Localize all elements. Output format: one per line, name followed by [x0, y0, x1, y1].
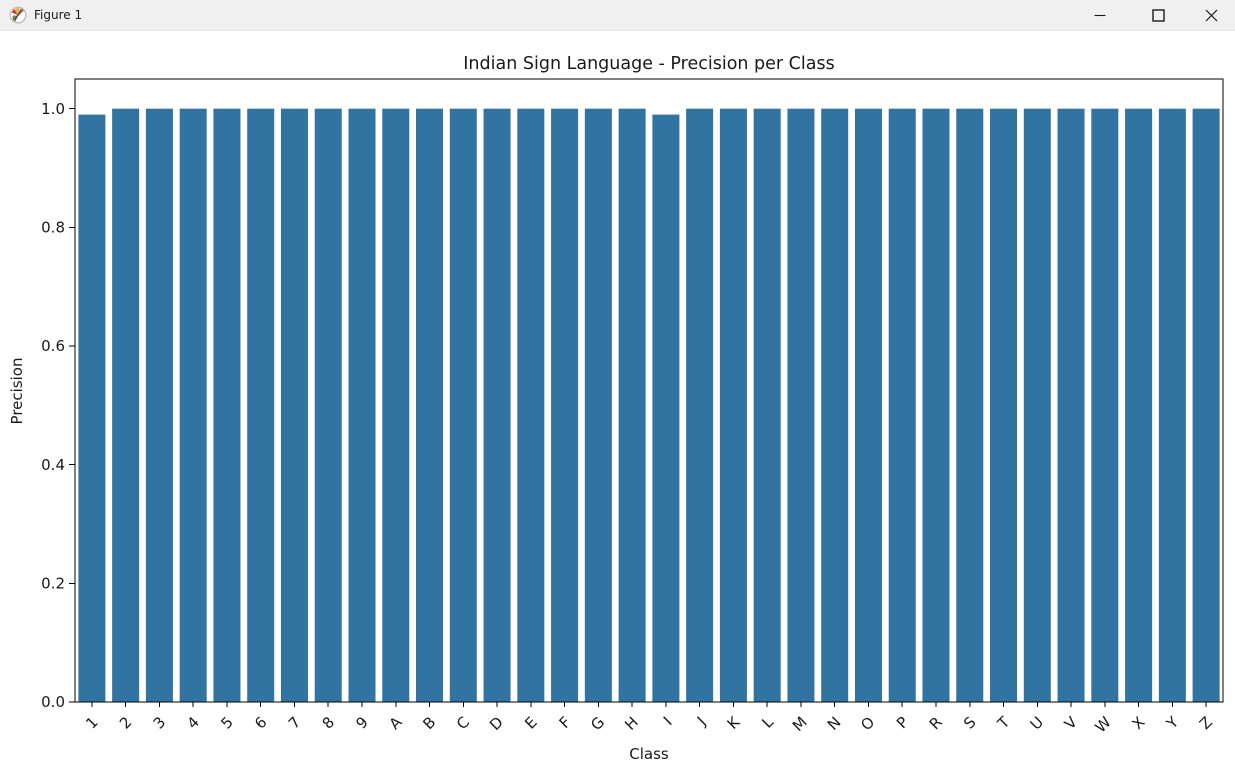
close-button[interactable] — [1187, 0, 1235, 30]
bar-F — [551, 108, 579, 703]
bar-6 — [247, 108, 275, 703]
bar-R — [922, 108, 950, 703]
bar-E — [517, 108, 545, 703]
bar-J — [686, 108, 714, 703]
bar-Y — [1158, 108, 1186, 703]
x-tick-label: Y — [1162, 713, 1183, 734]
bar-G — [584, 108, 612, 703]
x-tick-label: 1 — [82, 713, 101, 732]
bar-A — [382, 108, 410, 703]
x-tick-label: Z — [1196, 713, 1216, 733]
x-tick-label: L — [758, 713, 777, 732]
x-tick-label: X — [1128, 713, 1148, 733]
x-tick-label: T — [993, 713, 1014, 734]
x-tick-label: 2 — [116, 713, 135, 732]
bar-3 — [145, 108, 173, 703]
x-tick-label: P — [893, 713, 912, 732]
x-tick-label: R — [926, 713, 946, 733]
minimize-icon — [1094, 14, 1106, 17]
window-controls — [1071, 0, 1235, 30]
bar-S — [956, 108, 984, 703]
axes-frame — [74, 78, 1224, 703]
bar-2 — [112, 108, 140, 703]
window-title: Figure 1 — [34, 8, 83, 22]
x-tick-label: N — [824, 713, 845, 734]
y-tick-label: 0.4 — [41, 456, 65, 474]
bar-series — [78, 108, 1220, 703]
chart-title: Indian Sign Language - Precision per Cla… — [463, 54, 834, 74]
x-tick-label: 6 — [251, 713, 270, 732]
x-tick-label: A — [386, 713, 407, 734]
bar-M — [787, 108, 815, 703]
bar-K — [719, 108, 747, 703]
bar-9 — [348, 108, 376, 703]
x-tick-label: V — [1061, 713, 1082, 734]
bar-B — [416, 108, 444, 703]
x-tick-label: J — [693, 713, 710, 730]
x-axis-label: Class — [629, 745, 669, 763]
x-tick-label: I — [660, 713, 676, 729]
x-tick-label: S — [960, 713, 979, 732]
bar-I — [652, 114, 680, 703]
y-axis-ticks: 0.0 0.2 0.4 0.6 0.8 1.0 — [41, 100, 75, 711]
bar-1 — [78, 114, 106, 703]
x-tick-label: H — [621, 713, 642, 734]
bar-7 — [280, 108, 308, 703]
x-tick-label: 5 — [217, 713, 236, 732]
bar-U — [1023, 108, 1051, 703]
x-tick-label: M — [789, 713, 811, 735]
bar-V — [1057, 108, 1085, 703]
close-icon — [1205, 9, 1217, 21]
y-axis-label: Precision — [8, 358, 26, 425]
bar-D — [483, 108, 511, 703]
x-tick-label: D — [486, 713, 507, 734]
bar-8 — [314, 108, 342, 703]
x-tick-label: O — [857, 713, 878, 734]
minimize-button[interactable] — [1071, 0, 1129, 30]
x-tick-label: E — [521, 713, 540, 732]
bar-5 — [213, 108, 241, 703]
x-tick-label: C — [453, 713, 473, 733]
x-tick-label: 9 — [352, 713, 371, 732]
x-tick-label: 7 — [285, 713, 304, 732]
bar-W — [1091, 108, 1119, 703]
y-tick-label: 0.0 — [41, 693, 65, 711]
x-tick-label: W — [1091, 713, 1114, 736]
y-tick-label: 1.0 — [41, 100, 65, 118]
bar-4 — [179, 108, 207, 703]
x-tick-label: G — [587, 713, 608, 734]
x-tick-label: K — [724, 712, 745, 733]
bar-N — [821, 108, 849, 703]
bar-T — [990, 108, 1018, 703]
y-tick-label: 0.2 — [41, 575, 65, 593]
window-titlebar[interactable]: Figure 1 — [0, 0, 1235, 31]
bar-P — [888, 108, 916, 703]
bar-Z — [1192, 108, 1220, 703]
bar-C — [449, 108, 477, 703]
x-tick-label: B — [419, 713, 439, 733]
maximize-icon — [1151, 8, 1165, 22]
bar-O — [854, 108, 882, 703]
y-tick-label: 0.8 — [41, 219, 65, 237]
x-tick-label: 4 — [184, 713, 203, 732]
x-tick-label: 3 — [150, 713, 169, 732]
x-tick-label: F — [556, 713, 575, 732]
matplotlib-app-icon — [9, 6, 27, 24]
x-tick-label: 8 — [319, 713, 338, 732]
bar-X — [1125, 108, 1153, 703]
x-tick-label: U — [1027, 713, 1047, 733]
bar-L — [753, 108, 781, 703]
maximize-button[interactable] — [1129, 0, 1187, 30]
y-tick-label: 0.6 — [41, 337, 65, 355]
bar-H — [618, 108, 646, 703]
